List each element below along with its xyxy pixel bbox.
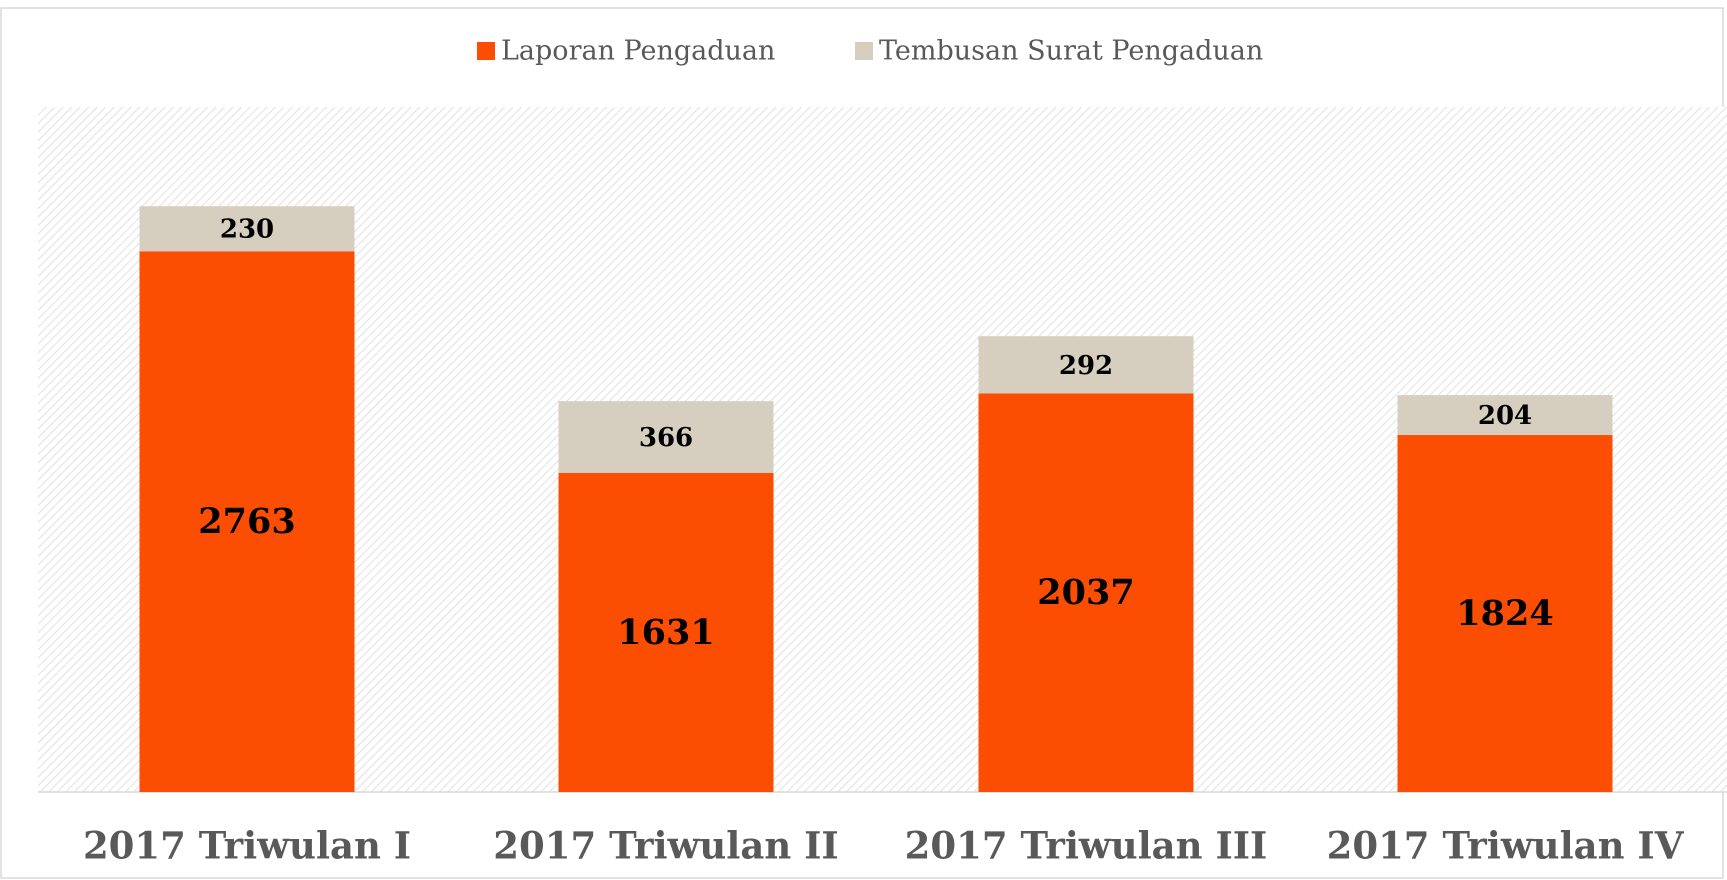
- data-label: 292: [1059, 351, 1113, 381]
- x-tick-label: 2017 Triwulan I: [83, 824, 411, 868]
- x-tick-label: 2017 Triwulan IV: [1327, 824, 1685, 868]
- legend-label: Tembusan Surat Pengaduan: [879, 36, 1263, 67]
- bar-segment: [558, 401, 774, 473]
- bar-segment: [1397, 395, 1613, 436]
- x-tick-label: 2017 Triwulan III: [905, 824, 1268, 868]
- legend-swatch: [477, 42, 495, 60]
- data-label: 2037: [1037, 572, 1134, 613]
- bar-segment: [1397, 435, 1613, 792]
- data-label: 366: [639, 423, 693, 453]
- bar-segment: [978, 336, 1194, 394]
- bar-segment: [978, 393, 1194, 792]
- data-label: 1824: [1456, 593, 1553, 634]
- legend-swatch: [855, 42, 873, 60]
- bar-segment: [139, 206, 355, 252]
- bar-segment: [558, 472, 774, 792]
- legend-label: Laporan Pengaduan: [501, 36, 775, 67]
- data-label: 204: [1478, 401, 1532, 431]
- bar-segment: [139, 251, 355, 792]
- x-tick-label: 2017 Triwulan II: [493, 824, 838, 868]
- data-label: 2763: [198, 501, 295, 542]
- data-label: 1631: [617, 612, 714, 653]
- data-label: 230: [220, 215, 274, 245]
